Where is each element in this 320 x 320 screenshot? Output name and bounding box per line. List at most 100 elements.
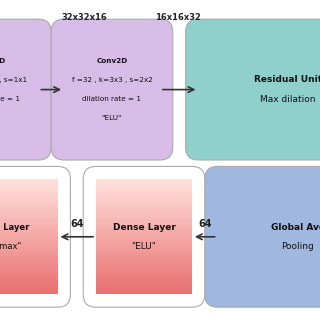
Text: 64: 64: [70, 219, 84, 229]
Bar: [96, 180, 192, 183]
Bar: [0, 227, 58, 229]
Bar: [0, 192, 58, 195]
FancyBboxPatch shape: [0, 19, 51, 160]
Bar: [0, 236, 58, 239]
Bar: [0, 225, 58, 227]
Bar: [0, 259, 58, 262]
Bar: [96, 292, 192, 294]
Bar: [0, 190, 58, 193]
Bar: [96, 198, 192, 200]
Text: Global Ave: Global Ave: [271, 223, 320, 232]
Bar: [96, 184, 192, 187]
Bar: [96, 267, 192, 269]
Bar: [96, 280, 192, 283]
Bar: [96, 273, 192, 275]
Bar: [96, 253, 192, 256]
Bar: [0, 205, 58, 208]
Bar: [96, 238, 192, 241]
Bar: [96, 234, 192, 237]
Bar: [0, 232, 58, 235]
Text: Conv2D: Conv2D: [0, 58, 6, 64]
Text: Dense Layer: Dense Layer: [113, 223, 175, 232]
Bar: [0, 244, 58, 246]
Text: Conv2D: Conv2D: [96, 58, 128, 64]
Bar: [96, 188, 192, 191]
Bar: [0, 261, 58, 264]
Bar: [96, 286, 192, 289]
Bar: [0, 228, 58, 231]
Bar: [96, 182, 192, 185]
Bar: [96, 259, 192, 262]
Bar: [0, 248, 58, 250]
Bar: [0, 234, 58, 237]
Text: 16x16x32: 16x16x32: [155, 13, 201, 22]
Bar: [96, 263, 192, 266]
Bar: [0, 221, 58, 223]
Bar: [0, 213, 58, 216]
Bar: [0, 179, 58, 181]
Bar: [0, 219, 58, 221]
FancyBboxPatch shape: [51, 19, 173, 160]
Bar: [96, 202, 192, 204]
Bar: [96, 246, 192, 248]
Bar: [0, 188, 58, 191]
Bar: [96, 250, 192, 252]
Bar: [0, 184, 58, 187]
Bar: [96, 252, 192, 254]
Bar: [0, 253, 58, 256]
Bar: [96, 207, 192, 210]
Text: Max dilation: Max dilation: [260, 95, 316, 104]
Bar: [96, 196, 192, 198]
Bar: [96, 242, 192, 244]
Text: "ELU": "ELU": [132, 242, 156, 251]
Bar: [96, 227, 192, 229]
Bar: [0, 230, 58, 233]
Text: dilation rate = 1: dilation rate = 1: [83, 96, 141, 102]
FancyBboxPatch shape: [205, 166, 320, 307]
Bar: [96, 217, 192, 220]
Bar: [96, 290, 192, 292]
Bar: [96, 228, 192, 231]
FancyBboxPatch shape: [186, 19, 320, 160]
Bar: [0, 278, 58, 281]
Bar: [96, 282, 192, 285]
Bar: [0, 282, 58, 285]
Bar: [96, 288, 192, 291]
FancyBboxPatch shape: [83, 166, 205, 307]
Bar: [0, 194, 58, 196]
Bar: [0, 288, 58, 291]
Bar: [0, 252, 58, 254]
Bar: [0, 238, 58, 241]
Text: Residual Unit: Residual Unit: [254, 76, 320, 84]
Bar: [96, 209, 192, 212]
Bar: [96, 261, 192, 264]
Text: "ELU": "ELU": [102, 116, 122, 121]
Bar: [0, 215, 58, 218]
Bar: [96, 200, 192, 202]
Text: "Softmax": "Softmax": [0, 242, 21, 251]
Bar: [96, 194, 192, 196]
Bar: [0, 186, 58, 189]
Text: f=16,k=5x5 , s=1x1: f=16,k=5x5 , s=1x1: [0, 77, 28, 83]
Bar: [0, 200, 58, 202]
Text: Pooling: Pooling: [281, 242, 314, 251]
Bar: [0, 182, 58, 185]
Bar: [96, 244, 192, 246]
Bar: [96, 204, 192, 206]
FancyBboxPatch shape: [0, 166, 70, 307]
Bar: [0, 290, 58, 292]
Bar: [0, 255, 58, 258]
Bar: [96, 186, 192, 189]
Bar: [96, 236, 192, 239]
Bar: [0, 204, 58, 206]
Bar: [0, 275, 58, 277]
Bar: [96, 269, 192, 271]
Bar: [0, 246, 58, 248]
Bar: [0, 257, 58, 260]
Bar: [0, 211, 58, 214]
Bar: [0, 273, 58, 275]
Bar: [96, 219, 192, 221]
Bar: [0, 280, 58, 283]
Bar: [0, 269, 58, 271]
Bar: [96, 215, 192, 218]
